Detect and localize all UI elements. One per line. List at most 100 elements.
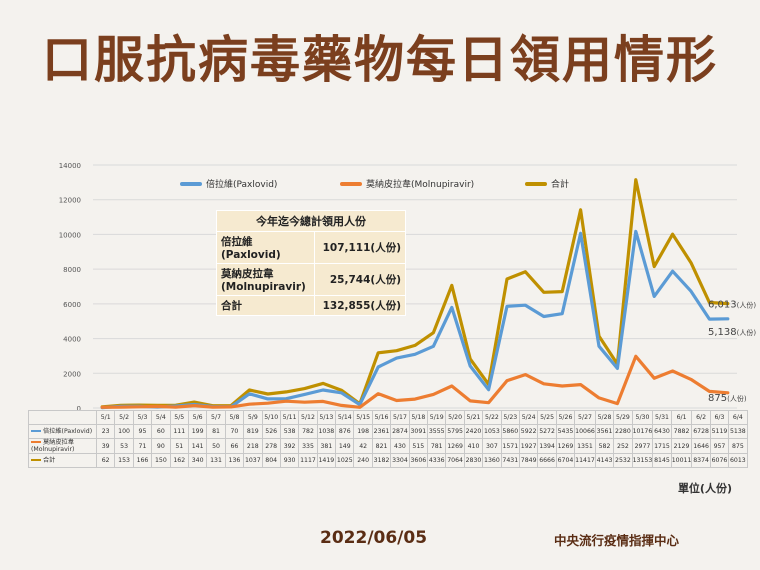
summary-header: 今年迄今總計領用人份 bbox=[216, 210, 406, 232]
x-tick-label: 5/1 bbox=[95, 410, 116, 425]
data-cell: 66 bbox=[224, 438, 245, 454]
data-cell: 53 bbox=[114, 438, 134, 454]
data-cell: 957 bbox=[709, 438, 730, 454]
data-cell: 515 bbox=[408, 438, 429, 454]
y-tick-label: 4000 bbox=[63, 336, 81, 344]
data-cell: 1360 bbox=[482, 453, 502, 468]
data-cell: 7064 bbox=[445, 453, 465, 468]
data-cell: 71 bbox=[132, 438, 153, 454]
x-tick-label: 5/8 bbox=[224, 410, 245, 425]
data-cell: 150 bbox=[151, 453, 171, 468]
legend-label: 莫納皮拉韋(Molnupiravir) bbox=[366, 180, 475, 190]
table-row: 莫納皮拉韋(Molnupiravir) 39 53 71 90 51 141 50 66 218 2… bbox=[28, 438, 748, 454]
data-cell: 5795 bbox=[445, 424, 465, 439]
data-cell: 804 bbox=[261, 453, 281, 468]
data-cell: 162 bbox=[169, 453, 189, 468]
data-cell: 10011 bbox=[670, 453, 693, 468]
data-cell: 3606 bbox=[408, 453, 429, 468]
data-cell: 5922 bbox=[518, 424, 539, 439]
y-tick-label: 12000 bbox=[59, 197, 81, 205]
organization-name: 中央流行疫情指揮中心 bbox=[554, 533, 680, 548]
end-value: 6,013 bbox=[708, 300, 737, 311]
series-row-label: 合計 bbox=[28, 453, 97, 468]
data-cell: 6430 bbox=[652, 424, 672, 439]
summary-label: 倍拉維 (Paxlovid) bbox=[216, 231, 315, 264]
data-cell: 11417 bbox=[574, 453, 596, 468]
x-tick-label: 5/15 bbox=[353, 410, 373, 425]
data-cell: 149 bbox=[335, 438, 355, 454]
data-cell: 1269 bbox=[555, 438, 576, 454]
data-cell: 2532 bbox=[613, 453, 633, 468]
data-cell: 2874 bbox=[390, 424, 410, 439]
data-cell: 252 bbox=[613, 438, 633, 454]
x-tick-label: 6/2 bbox=[691, 410, 711, 425]
data-cell: 240 bbox=[353, 453, 373, 468]
y-tick-label: 14000 bbox=[59, 162, 81, 170]
x-tick-label: 5/25 bbox=[537, 410, 557, 425]
table-row: 倍拉維(Paxlovid) 23 100 95 60 111 199 81 70 819 526 53… bbox=[28, 424, 748, 439]
data-cell: 198 bbox=[353, 424, 373, 439]
data-cell: 430 bbox=[390, 438, 410, 454]
data-cell: 70 bbox=[224, 424, 245, 439]
data-cell: 131 bbox=[206, 453, 226, 468]
y-tick-label: 8000 bbox=[63, 266, 81, 274]
legend-label: 合計 bbox=[551, 180, 570, 190]
series-line bbox=[100, 229, 730, 410]
y-tick-label: 0 bbox=[77, 405, 81, 413]
end-value-label: 5,138(人份) bbox=[708, 327, 756, 338]
data-cell: 3561 bbox=[594, 424, 615, 439]
series-row-label: 莫納皮拉韋(Molnupiravir) bbox=[28, 438, 97, 454]
x-tick-label: 5/18 bbox=[408, 410, 429, 425]
data-cell: 782 bbox=[298, 424, 318, 439]
x-tick-label: 6/3 bbox=[709, 410, 730, 425]
table-row: 合計 62 153 166 150 162 340 131 136 1037 804 930 1117 1… bbox=[28, 453, 748, 468]
data-cell: 5272 bbox=[537, 424, 557, 439]
data-cell: 10066 bbox=[574, 424, 596, 439]
data-cell: 3555 bbox=[427, 424, 447, 439]
data-cell: 6076 bbox=[709, 453, 730, 468]
summary-label: 莫納皮拉韋 (Molnupiravir) bbox=[216, 263, 315, 296]
series-swatch bbox=[31, 430, 41, 432]
x-tick-label: 5/14 bbox=[335, 410, 355, 425]
page-title: 口服抗病毒藥物每日領用情形 bbox=[42, 31, 718, 89]
series-swatch bbox=[31, 441, 41, 443]
data-cell: 5119 bbox=[709, 424, 730, 439]
x-tick-label: 5/28 bbox=[594, 410, 615, 425]
x-tick-label: 5/5 bbox=[169, 410, 189, 425]
x-tick-label: 5/26 bbox=[555, 410, 576, 425]
legend-item-total: 合計 bbox=[525, 177, 569, 190]
data-cell: 1038 bbox=[316, 424, 337, 439]
x-tick-label: 5/11 bbox=[279, 410, 300, 425]
data-cell: 1394 bbox=[537, 438, 557, 454]
summary-row: 倍拉維 (Paxlovid) 107,111(人份) bbox=[216, 231, 407, 264]
x-tick-label: 5/13 bbox=[316, 410, 337, 425]
y-tick-label: 6000 bbox=[63, 301, 81, 309]
data-cell: 153 bbox=[114, 453, 134, 468]
data-cell: 8374 bbox=[691, 453, 711, 468]
end-value-unit: (人份) bbox=[737, 301, 757, 310]
data-cell: 875 bbox=[728, 438, 748, 454]
data-cell: 1025 bbox=[335, 453, 355, 468]
data-cell: 2361 bbox=[371, 424, 392, 439]
data-cell: 582 bbox=[594, 438, 615, 454]
data-cell: 3182 bbox=[371, 453, 392, 468]
data-cell: 218 bbox=[243, 438, 263, 454]
data-cell: 23 bbox=[95, 424, 116, 439]
data-cell: 62 bbox=[95, 453, 116, 468]
x-tick-label: 5/24 bbox=[518, 410, 539, 425]
summary-value: 25,744(人份) bbox=[313, 263, 407, 296]
data-cell: 1715 bbox=[652, 438, 672, 454]
data-cell: 1646 bbox=[691, 438, 711, 454]
data-cell: 335 bbox=[298, 438, 318, 454]
data-cell: 5435 bbox=[555, 424, 576, 439]
data-cell: 278 bbox=[261, 438, 281, 454]
data-cell: 2977 bbox=[631, 438, 654, 454]
data-cell: 7431 bbox=[500, 453, 520, 468]
x-tick-label: 5/3 bbox=[132, 410, 153, 425]
x-tick-label: 6/1 bbox=[670, 410, 693, 425]
x-tick-label: 5/17 bbox=[390, 410, 410, 425]
series-name: 倍拉維(Paxlovid) bbox=[43, 428, 93, 435]
data-cell: 1419 bbox=[316, 453, 337, 468]
data-cell: 6728 bbox=[691, 424, 711, 439]
data-cell: 3304 bbox=[390, 453, 410, 468]
